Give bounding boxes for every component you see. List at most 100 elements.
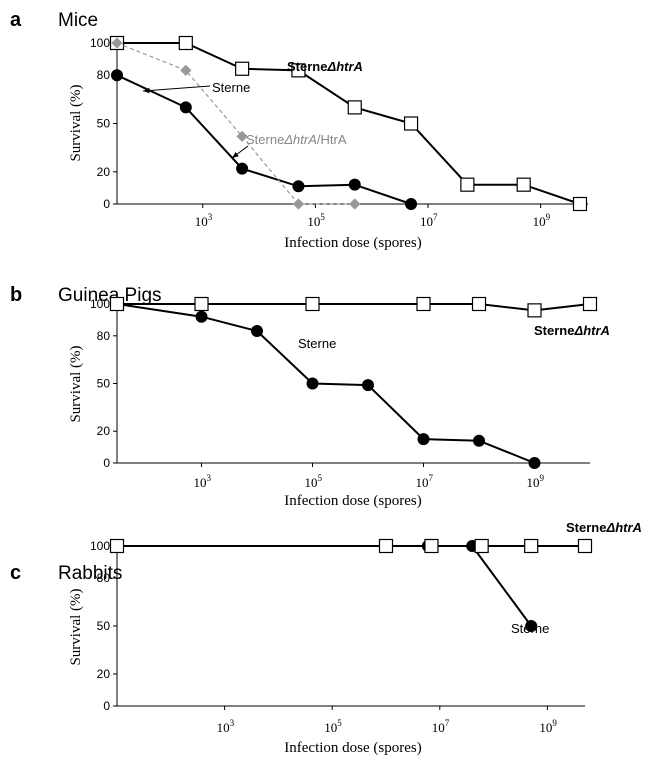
x-axis-label: Infection dose (spores) <box>284 493 421 509</box>
series-label: Sterne <box>298 336 336 351</box>
data-point-circle <box>292 180 305 193</box>
data-point-diamond <box>111 37 123 49</box>
data-point-circle <box>251 325 264 338</box>
series-line <box>116 42 355 205</box>
series-label: Sterne <box>212 80 250 95</box>
data-point-circle <box>405 198 418 210</box>
x-tick-label: 107 <box>416 473 434 490</box>
series-label: Sterne <box>511 621 549 636</box>
series-line <box>116 74 412 205</box>
data-point-square <box>582 296 598 312</box>
series-0 <box>111 69 418 210</box>
x-tick-label: 105 <box>305 473 323 490</box>
panel-title: Mice <box>58 10 98 31</box>
data-point-square <box>403 116 419 131</box>
y-tick-label: 50 <box>97 117 111 131</box>
panel-letter: a <box>10 9 22 31</box>
x-tick-label: 107 <box>420 212 438 229</box>
panel-c: c Rabbits 0 20 50 80 100 103 105 107 109 Survival (… <box>10 520 642 756</box>
data-point-circle <box>528 457 541 469</box>
series-0 <box>111 298 541 469</box>
data-point-square <box>524 538 539 554</box>
data-point-square <box>460 177 475 192</box>
y-axis-label: Survival (%) <box>68 345 84 422</box>
label-arrow <box>142 85 211 92</box>
panel-letter: b <box>10 284 22 306</box>
data-point-square <box>178 35 193 51</box>
series-label: SterneΔhtrA <box>566 520 642 535</box>
y-tick-label: 100 <box>90 36 110 50</box>
data-point-square <box>424 538 439 554</box>
data-point-square <box>527 303 542 318</box>
data-point-square <box>291 63 306 78</box>
data-point-square <box>471 296 487 312</box>
data-point-square <box>474 538 489 554</box>
y-tick-label: 80 <box>97 68 111 82</box>
series-1 <box>109 35 588 212</box>
series-line <box>116 303 535 464</box>
series-label: SterneΔhtrA <box>534 323 610 338</box>
series-0 <box>111 540 538 632</box>
panel-title: Guinea Pigs <box>58 285 162 306</box>
label-arrowhead <box>143 87 150 94</box>
x-tick-label: 109 <box>527 473 545 490</box>
x-axis-label: Infection dose (spores) <box>284 740 421 756</box>
y-tick-label: 50 <box>97 377 111 391</box>
data-point-square <box>516 177 531 192</box>
data-point-circle <box>179 101 192 114</box>
x-tick-label: 109 <box>539 718 557 735</box>
y-tick-label: 100 <box>90 297 110 311</box>
data-point-square <box>109 538 125 554</box>
data-point-circle <box>417 433 430 446</box>
data-point-diamond <box>349 198 361 210</box>
x-tick-label: 105 <box>324 718 342 735</box>
y-tick-label: 0 <box>103 456 110 470</box>
x-tick-label: 103 <box>195 212 213 229</box>
data-point-square <box>109 296 125 312</box>
y-axis-label: Survival (%) <box>68 84 84 161</box>
y-tick-label: 80 <box>97 571 111 585</box>
x-tick-label: 103 <box>217 718 235 735</box>
y-axis-label: Survival (%) <box>68 588 84 665</box>
series-1 <box>109 538 593 554</box>
series-line <box>117 303 591 312</box>
y-tick-label: 0 <box>103 699 110 713</box>
data-point-circle <box>525 620 538 632</box>
data-point-circle <box>236 162 249 175</box>
x-tick-label: 105 <box>307 212 325 229</box>
panel-title: Rabbits <box>58 563 122 584</box>
data-point-circle <box>348 178 361 191</box>
series-label: SterneΔhtrA/HtrA <box>246 132 347 147</box>
data-point-circle <box>111 69 123 82</box>
y-tick-label: 20 <box>97 667 111 681</box>
data-point-square <box>305 296 320 312</box>
data-point-circle <box>473 434 486 447</box>
x-tick-label: 107 <box>432 718 450 735</box>
series-label: SterneΔhtrA <box>287 59 363 74</box>
label-arrowhead <box>232 151 239 158</box>
series-line <box>117 545 533 627</box>
data-point-circle <box>306 377 319 390</box>
data-point-circle <box>362 379 375 392</box>
x-tick-label: 103 <box>194 473 212 490</box>
data-point-diamond <box>236 130 248 143</box>
data-point-square <box>577 538 593 554</box>
data-point-square <box>347 100 362 115</box>
panel-letter: c <box>10 562 21 584</box>
data-point-square <box>235 61 250 76</box>
x-axis-label: Infection dose (spores) <box>284 235 421 251</box>
y-tick-label: 100 <box>90 539 110 553</box>
y-tick-label: 20 <box>97 424 111 438</box>
x-tick-label: 109 <box>533 212 551 229</box>
series-1 <box>109 296 598 318</box>
y-tick-label: 50 <box>97 619 111 633</box>
data-point-circle <box>195 310 208 323</box>
panel-b: b Guinea Pigs 0 20 50 80 100 103 105 107 109 Surviv… <box>10 284 610 509</box>
data-point-square <box>194 296 209 312</box>
panel-a: a Mice 0 20 50 80 100 103 105 107 109 Survival (%) I… <box>10 9 588 251</box>
y-tick-label: 80 <box>97 329 111 343</box>
data-point-diamond <box>292 198 305 210</box>
data-point-square <box>572 196 588 212</box>
y-tick-label: 0 <box>103 197 110 211</box>
